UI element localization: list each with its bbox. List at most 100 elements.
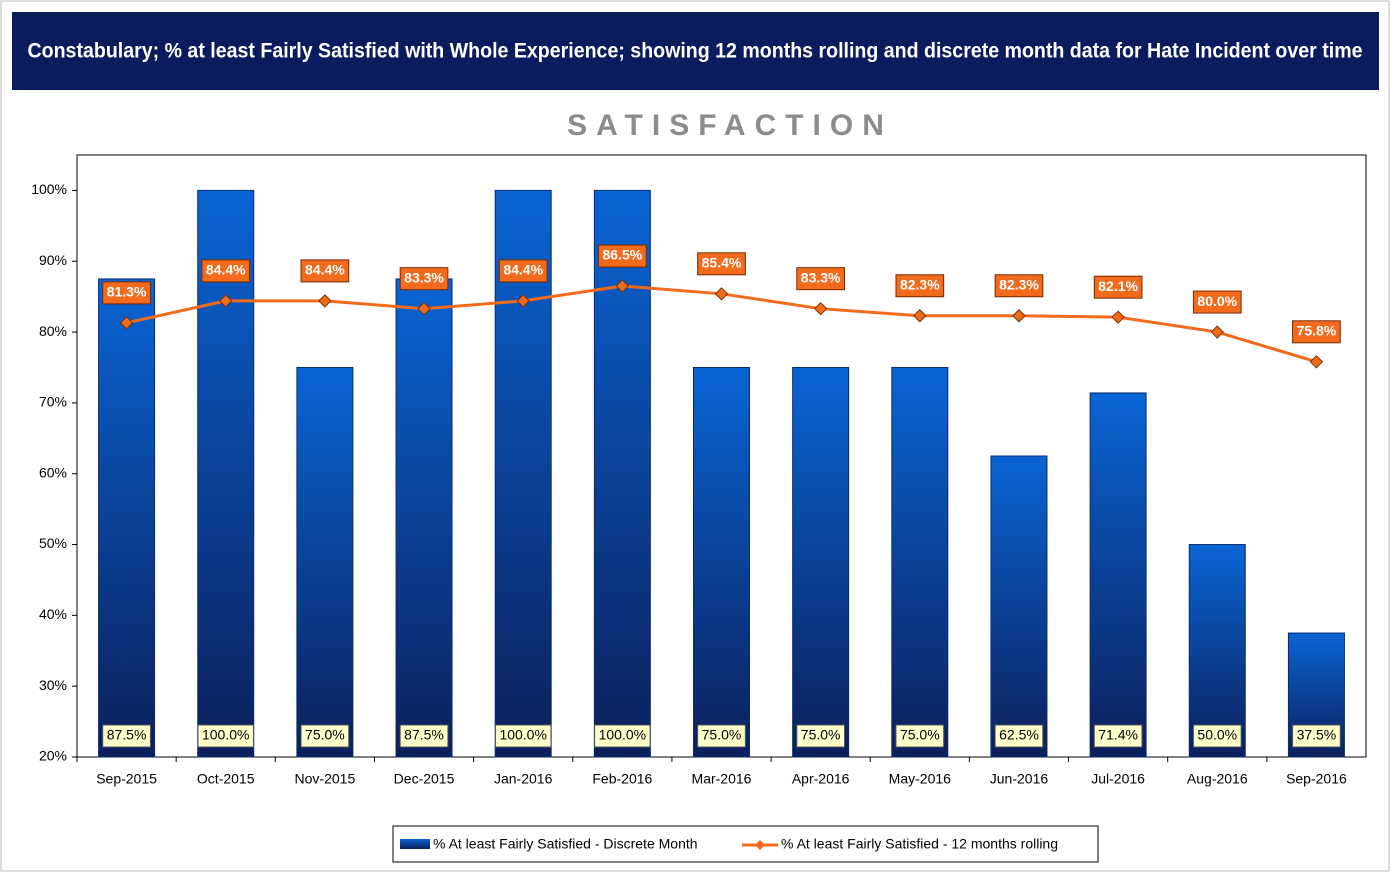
bar-label-box <box>697 724 746 748</box>
line-label: 84.4% <box>305 262 345 278</box>
line-label-box <box>697 252 746 276</box>
bar-label: 50.0% <box>1197 727 1237 743</box>
line-label-box <box>994 274 1044 298</box>
y-tick-label: 20% <box>39 748 67 764</box>
bar-label-box <box>1192 724 1242 748</box>
bar <box>891 366 949 758</box>
bar-label-box <box>594 724 651 748</box>
line-label-box <box>399 267 449 291</box>
line-label: 84.4% <box>503 262 543 278</box>
legend-label: % At least Fairly Satisfied - Discrete M… <box>433 836 698 852</box>
bar-label: 87.5% <box>404 727 444 743</box>
line-marker <box>1012 309 1026 323</box>
line-marker <box>219 294 233 308</box>
legend-swatch <box>400 839 430 849</box>
line-label-box <box>1192 290 1242 314</box>
bar <box>494 189 552 758</box>
bar <box>1188 544 1246 758</box>
line-marker <box>318 294 332 308</box>
line-label: 75.8% <box>1297 323 1337 339</box>
x-tick-label: May-2016 <box>889 771 951 787</box>
bar <box>98 278 156 758</box>
x-tick-label: Jun-2016 <box>990 771 1049 787</box>
line-label-box <box>1292 320 1341 344</box>
bar <box>792 366 850 758</box>
y-tick-label: 40% <box>39 606 67 622</box>
bar <box>593 189 651 758</box>
line-label: 83.3% <box>404 269 444 285</box>
bar-label: 71.4% <box>1098 727 1138 743</box>
bar-label: 37.5% <box>1297 727 1337 743</box>
line-label: 81.3% <box>107 284 147 300</box>
bar-label: 75.0% <box>702 727 742 743</box>
bar-label-box <box>399 724 449 748</box>
line-marker <box>615 279 630 293</box>
line-label: 86.5% <box>602 247 642 263</box>
x-tick-label: Feb-2016 <box>592 771 652 787</box>
bar-label-box <box>895 724 945 748</box>
x-tick-label: Mar-2016 <box>692 771 752 787</box>
chart-subtitle: SATISFACTION <box>567 109 893 142</box>
x-tick-label: Apr-2016 <box>792 771 850 787</box>
x-tick-label: Oct-2015 <box>197 771 255 787</box>
y-tick-label: 50% <box>39 535 67 551</box>
line-marker <box>516 294 530 308</box>
bar-label-box <box>102 724 151 748</box>
bar-label: 75.0% <box>305 727 345 743</box>
bar-label: 75.0% <box>900 727 940 743</box>
x-tick-label: Dec-2015 <box>394 771 455 787</box>
legend-label: % At least Fairly Satisfied - 12 months … <box>781 836 1058 852</box>
line-marker <box>1111 310 1125 324</box>
title-banner <box>12 12 1379 90</box>
line-label: 80.0% <box>1197 293 1237 309</box>
y-tick-label: 90% <box>39 252 67 268</box>
bar-label: 62.5% <box>999 727 1039 743</box>
y-tick-label: 100% <box>31 181 67 197</box>
bar-label-box <box>197 724 254 748</box>
bar-label: 100.0% <box>499 727 546 743</box>
bar-label-box <box>994 724 1044 748</box>
bar <box>693 366 750 758</box>
bar <box>990 455 1048 758</box>
line-label-box <box>597 244 647 268</box>
line-label-box <box>796 267 846 291</box>
bar <box>197 189 255 758</box>
x-tick-label: Sep-2015 <box>96 771 157 787</box>
line-marker <box>1309 355 1324 369</box>
line-label: 85.4% <box>702 255 742 271</box>
bar-label: 87.5% <box>107 727 147 743</box>
line-label-box <box>201 259 251 283</box>
bar-label: 75.0% <box>801 727 841 743</box>
x-tick-label: Aug-2016 <box>1187 771 1248 787</box>
legend-swatch <box>755 840 765 850</box>
line-label: 82.3% <box>900 276 940 292</box>
bar-label-box <box>796 724 846 748</box>
bar-label-box <box>1292 724 1341 748</box>
line-marker <box>714 287 729 301</box>
y-tick-label: 80% <box>39 323 67 339</box>
bar-label-box <box>494 724 552 748</box>
bar <box>1089 392 1147 758</box>
line-label-box <box>300 259 350 283</box>
bar-label-box <box>1093 724 1143 748</box>
x-tick-label: Jul-2016 <box>1091 771 1145 787</box>
y-tick-label: 60% <box>39 464 67 480</box>
line-label: 83.3% <box>801 269 841 285</box>
line-marker <box>417 301 431 316</box>
line-marker <box>813 301 828 316</box>
line-label: 84.4% <box>206 262 246 278</box>
y-tick-label: 70% <box>39 394 67 410</box>
line-label: 82.1% <box>1098 278 1138 294</box>
x-tick-label: Jan-2016 <box>494 771 553 787</box>
chart-title: Constabulary; % at least Fairly Satisfie… <box>28 40 1363 63</box>
bar-label-box <box>300 724 350 748</box>
x-tick-label: Nov-2015 <box>295 771 356 787</box>
bar-label: 100.0% <box>202 727 249 743</box>
line-label-box <box>102 281 151 305</box>
line-label-box <box>498 259 548 283</box>
line-label-box <box>895 274 945 298</box>
bar <box>395 278 453 758</box>
line-marker <box>119 316 134 330</box>
